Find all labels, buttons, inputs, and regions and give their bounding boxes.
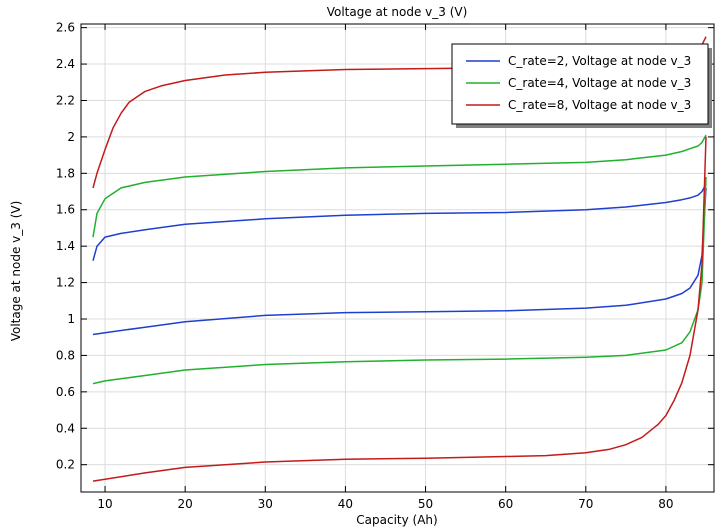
x-tick-label: 30 xyxy=(258,497,273,511)
plot-frame xyxy=(80,23,715,493)
series-lines xyxy=(92,36,707,482)
y-tick-label: 1.6 xyxy=(56,203,75,217)
legend-label: C_rate=4, Voltage at node v_3 xyxy=(508,76,691,90)
x-tick-label: 80 xyxy=(658,497,673,511)
y-tick-label: 2.4 xyxy=(56,57,75,71)
y-tick-label: 1.8 xyxy=(56,166,75,180)
y-tick-label: 1.2 xyxy=(56,276,75,290)
series-line-1-branch-1 xyxy=(92,183,707,261)
legend-box xyxy=(451,43,709,125)
x-tick-label: 20 xyxy=(178,497,193,511)
y-tick-label: 1 xyxy=(67,312,75,326)
x-tick-label: 10 xyxy=(97,497,112,511)
series-line-1-branch-2 xyxy=(92,187,707,336)
y-tick-label: 0.4 xyxy=(56,421,75,435)
y-tick-label: 2.2 xyxy=(56,93,75,107)
chart-title: Voltage at node v_3 (V) xyxy=(327,5,468,19)
y-tick-label: 2 xyxy=(67,130,75,144)
series-line-2-branch-2 xyxy=(92,176,707,385)
series-line-2-branch-1 xyxy=(92,134,707,238)
legend-label: C_rate=2, Voltage at node v_3 xyxy=(508,54,691,68)
x-tick-label: 40 xyxy=(338,497,353,511)
y-tick-label: 0.2 xyxy=(56,458,75,472)
y-tick-label: 0.6 xyxy=(56,385,75,399)
legend-label: C_rate=8, Voltage at node v_3 xyxy=(508,98,691,112)
y-tick-label: 0.8 xyxy=(56,348,75,362)
x-tick-label: 50 xyxy=(418,497,433,511)
x-tick-label: 60 xyxy=(498,497,513,511)
y-tick-label: 1.4 xyxy=(56,239,75,253)
y-tick-label: 2.6 xyxy=(56,21,75,35)
legend: C_rate=2, Voltage at node v_3 C_rate=4, V… xyxy=(451,43,712,128)
series-line-3-branch-2 xyxy=(92,136,707,482)
y-ticks: 0.2 0.4 0.6 0.8 1 1.2 1.4 1.6 1.8 2 2.2 2.4 2.6 xyxy=(56,21,714,472)
x-axis-label: Capacity (Ah) xyxy=(356,513,437,527)
x-ticks: 10 20 30 40 50 60 70 80 xyxy=(97,24,674,511)
x-tick-label: 70 xyxy=(578,497,593,511)
y-axis-label: Voltage at node v_3 (V) xyxy=(9,201,23,342)
